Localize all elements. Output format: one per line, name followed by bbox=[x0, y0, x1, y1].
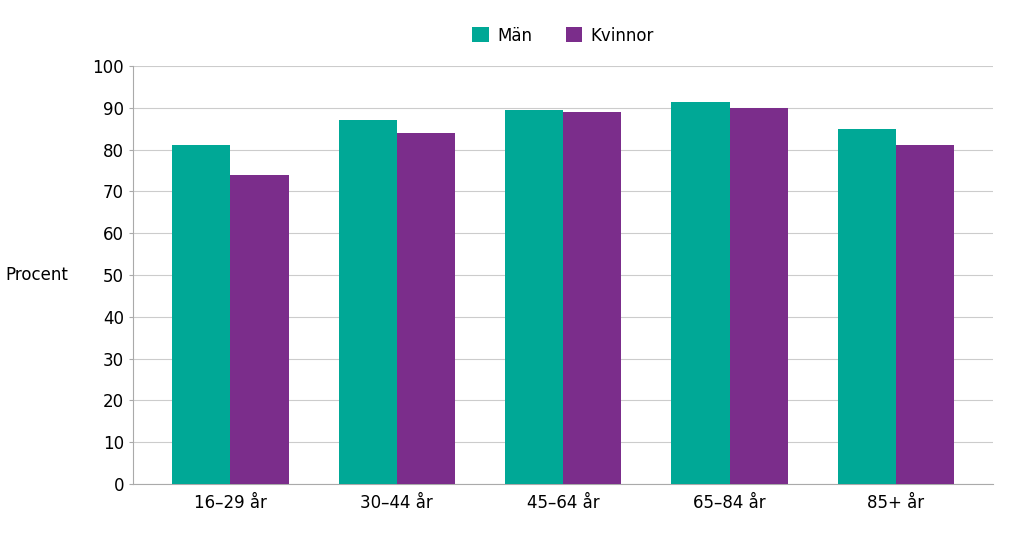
Bar bbox=[896, 145, 954, 484]
Legend: Män, Kvinnor: Män, Kvinnor bbox=[466, 20, 660, 51]
Bar bbox=[505, 110, 563, 484]
Bar bbox=[172, 145, 230, 484]
Bar bbox=[838, 129, 896, 484]
Bar bbox=[563, 112, 622, 484]
Bar bbox=[339, 120, 397, 484]
Bar bbox=[729, 108, 787, 484]
Y-axis label: Procent: Procent bbox=[5, 266, 69, 284]
Bar bbox=[230, 175, 289, 484]
Bar bbox=[397, 133, 455, 484]
Bar bbox=[672, 102, 729, 484]
